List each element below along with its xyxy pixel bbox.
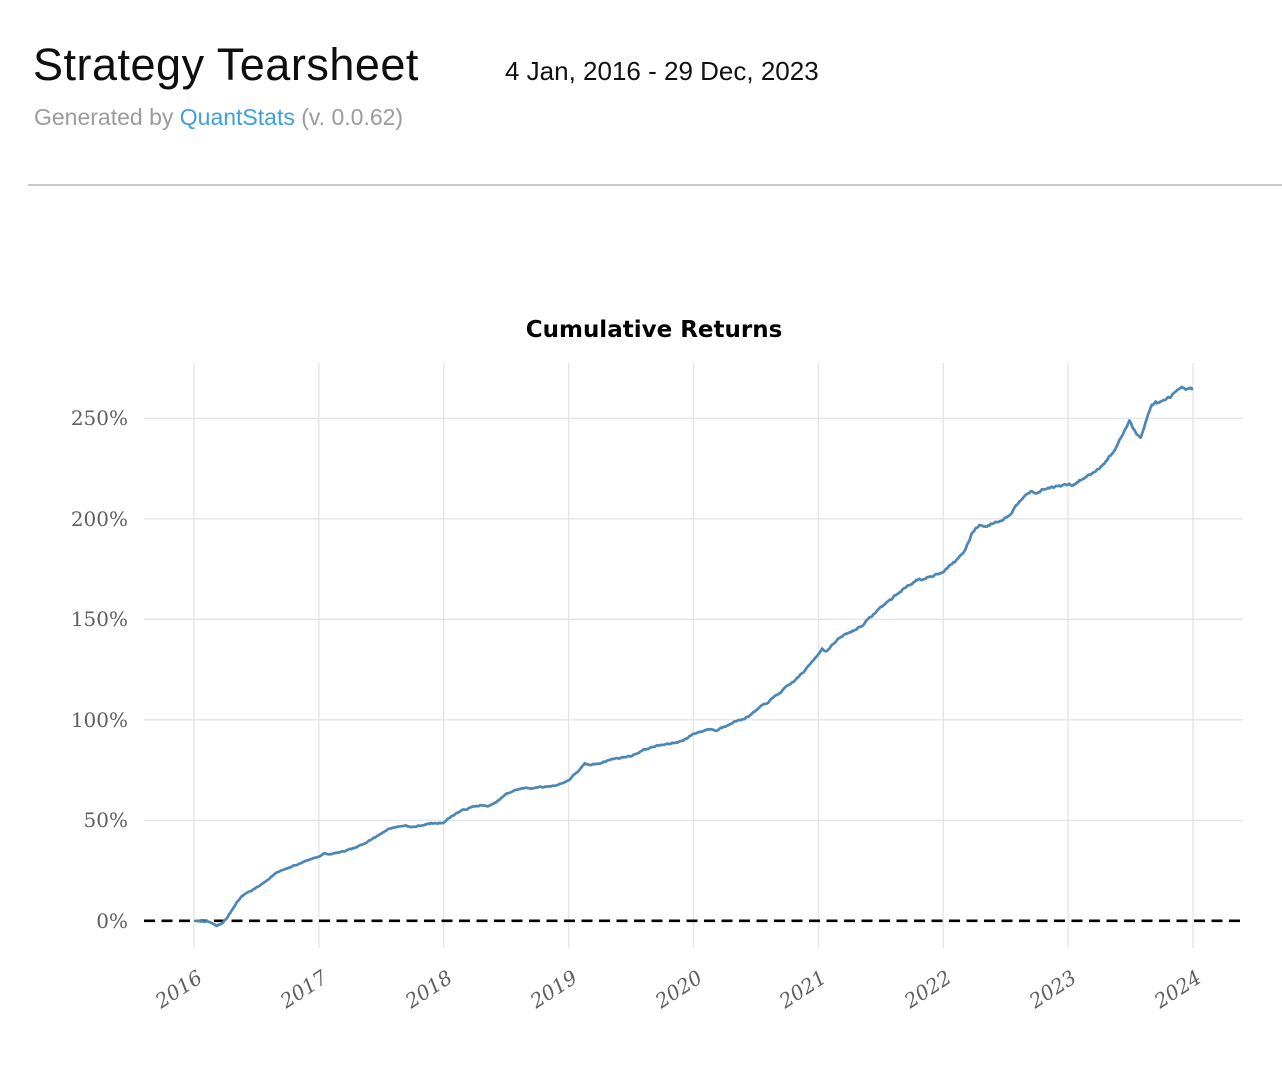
y-axis-tick-label: 250%: [70, 406, 128, 431]
generated-by-line: Generated by QuantStats (v. 0.0.62): [34, 104, 403, 130]
report-date-range: 4 Jan, 2016 - 29 Dec, 2023: [505, 56, 819, 86]
chart-title: Cumulative Returns: [525, 317, 783, 343]
y-axis-tick-label: 200%: [70, 506, 128, 531]
header-divider: [28, 184, 1282, 186]
generated-by-prefix: Generated by: [34, 104, 180, 130]
generator-version: (v. 0.0.62): [294, 104, 404, 130]
y-axis-tick-label: 100%: [70, 707, 128, 732]
y-axis-tick-label: 150%: [70, 607, 128, 632]
strategy-return-line: [193, 385, 1194, 928]
quantstats-link[interactable]: QuantStats: [179, 104, 295, 130]
y-axis-tick-label: 50%: [83, 808, 128, 833]
y-axis-tick-label: 0%: [96, 908, 128, 933]
page-title: Strategy Tearsheet: [33, 39, 419, 90]
